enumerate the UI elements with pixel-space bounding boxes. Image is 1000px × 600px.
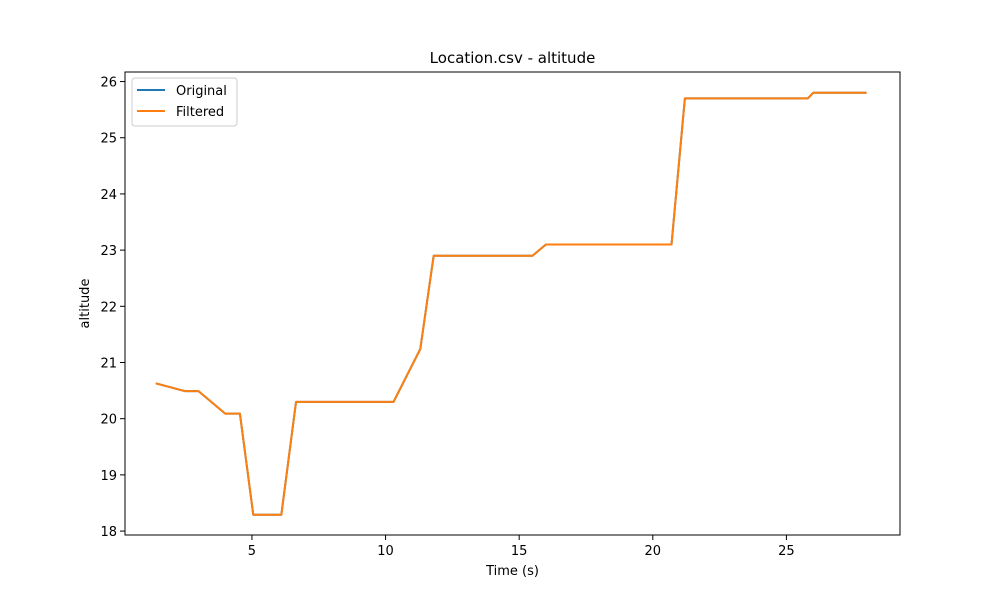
y-tick-label: 22 xyxy=(100,300,117,315)
y-tick-label: 23 xyxy=(100,244,117,259)
y-axis-label: altitude xyxy=(78,279,93,329)
x-axis: 5 10 15 20 25 xyxy=(248,535,795,559)
y-tick-label: 24 xyxy=(100,188,117,203)
x-tick-label: 20 xyxy=(645,544,662,559)
y-tick-label: 20 xyxy=(100,413,117,428)
x-axis-label: Time (s) xyxy=(485,564,539,579)
y-tick-label: 26 xyxy=(100,76,117,91)
legend: Original Filtered xyxy=(131,77,238,127)
y-tick-label: 19 xyxy=(100,469,117,484)
y-tick-label: 21 xyxy=(100,356,117,371)
y-tick-label: 18 xyxy=(100,525,117,540)
x-tick-label: 25 xyxy=(778,544,795,559)
series-layer xyxy=(155,91,867,516)
legend-label-filtered: Filtered xyxy=(176,105,224,120)
x-tick-label: 5 xyxy=(248,544,256,559)
y-axis: 18 19 20 21 22 23 24 25 26 xyxy=(100,76,125,540)
x-tick-label: 10 xyxy=(377,544,394,559)
plot-frame xyxy=(124,71,901,536)
series-line-filtered xyxy=(155,91,867,516)
y-tick-label: 25 xyxy=(100,132,117,147)
x-tick-label: 15 xyxy=(511,544,528,559)
chart-title: Location.csv - altitude xyxy=(430,49,596,67)
legend-label-original: Original xyxy=(176,84,227,99)
